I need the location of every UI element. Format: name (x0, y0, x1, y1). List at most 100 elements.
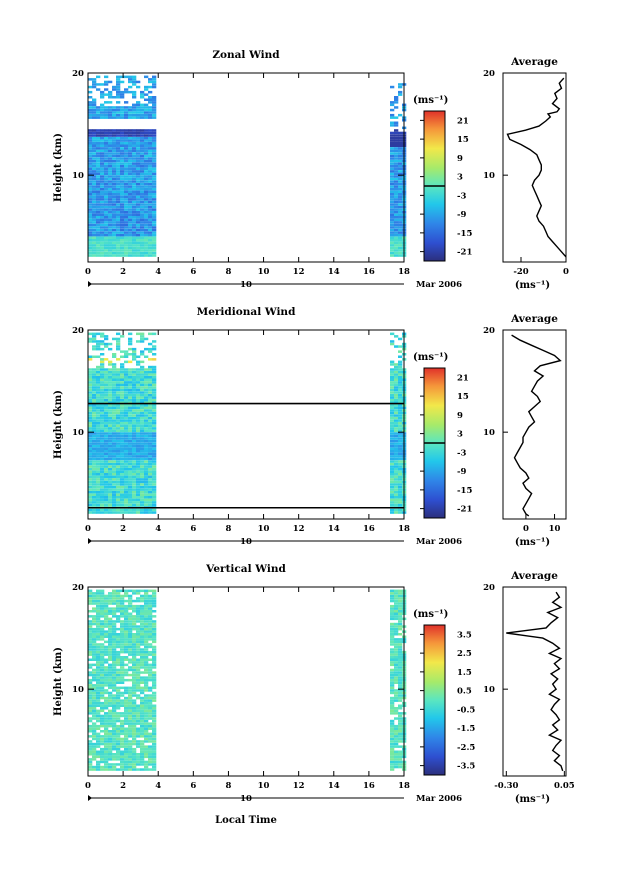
heatmap-cell (394, 216, 399, 219)
heatmap-cell (140, 429, 145, 433)
heatmap-cell (136, 162, 141, 165)
heatmap-cell (88, 251, 93, 255)
heatmap-cell (104, 442, 109, 445)
heatmap-cell (116, 742, 121, 746)
heatmap-cell (88, 149, 93, 153)
heatmap-cell (140, 465, 145, 468)
heatmap-cell (116, 233, 121, 237)
heatmap-cell (136, 663, 141, 667)
heatmap-cell (128, 450, 133, 453)
heatmap-cell (128, 638, 133, 641)
heatmap-cell (128, 228, 133, 232)
heatmap-cell (100, 437, 105, 440)
heatmap-cell (132, 205, 137, 209)
heatmap-cell (116, 432, 121, 435)
heatmap-cell (108, 80, 113, 84)
average-frame (502, 329, 567, 520)
heatmap-cell (136, 498, 141, 502)
heatmap-cell (140, 758, 145, 761)
heatmap-cell (398, 416, 403, 420)
heatmap-cell (390, 707, 395, 710)
heatmap-cell (152, 373, 157, 376)
heatmap-cell (128, 142, 133, 145)
heatmap-cell (140, 386, 145, 389)
heatmap-cell (112, 378, 117, 381)
heatmap-cell (144, 717, 149, 720)
heatmap-cell (148, 205, 153, 209)
heatmap-cell (100, 205, 105, 209)
heatmap-cell (96, 666, 101, 669)
heatmap-cell (140, 208, 145, 211)
heatmap-cell (116, 589, 121, 593)
heatmap-cell (96, 488, 101, 491)
heatmap-cell (92, 113, 97, 117)
heatmap-cell (140, 493, 145, 496)
heatmap-cell (124, 467, 129, 471)
heatmap-cell (390, 147, 395, 150)
heatmap-cell (88, 650, 93, 654)
heatmap-cell (148, 643, 153, 646)
heatmap-cell (116, 251, 121, 255)
heatmap-cell (100, 737, 105, 741)
heatmap-cell (108, 462, 113, 466)
heatmap-cell (100, 684, 105, 687)
heatmap-cell (120, 162, 125, 165)
heatmap-cell (100, 714, 105, 718)
heatmap-cell (104, 185, 109, 188)
heatmap-cell (148, 396, 153, 399)
heatmap-cell (132, 768, 137, 771)
heatmap-cell (108, 210, 113, 214)
heatmap-cell (92, 737, 97, 741)
heatmap-cell (92, 732, 97, 736)
heatmap-cell (104, 368, 109, 371)
heatmap-cell (132, 681, 137, 684)
colorbar-tick-label: -0.5 (457, 705, 475, 715)
heatmap-cell (100, 661, 105, 664)
heatmap-cell (120, 254, 125, 257)
heatmap-cell (152, 732, 157, 736)
heatmap-cell (148, 350, 153, 353)
heatmap-cell (390, 116, 395, 119)
heatmap-cell (116, 411, 121, 415)
heatmap-cell (144, 185, 149, 188)
heatmap-cell (128, 712, 133, 715)
heatmap-cell (136, 190, 141, 193)
heatmap-cell (100, 475, 105, 479)
heatmap-cell (136, 673, 141, 677)
heatmap-cell (394, 187, 399, 191)
x-tick-label: 18 (398, 781, 410, 791)
heatmap-cell (104, 599, 109, 603)
heatmap-cell (398, 239, 403, 242)
heatmap-cell (124, 620, 129, 623)
heatmap-cell (144, 424, 149, 427)
heatmap-cell (140, 701, 145, 705)
heatmap-cell (128, 131, 133, 135)
heatmap-cell (116, 373, 121, 376)
heatmap-cell (120, 391, 125, 394)
heatmap-cell (390, 177, 395, 181)
heatmap-cell (148, 650, 153, 654)
heatmap-cell (116, 203, 121, 206)
heatmap-cell (112, 167, 117, 170)
heatmap-cell (148, 218, 153, 222)
heatmap-cell (116, 724, 121, 728)
heatmap-cell (128, 508, 133, 512)
heatmap-cell (100, 218, 105, 222)
heatmap-cell (144, 470, 149, 473)
heatmap-cell (124, 401, 129, 404)
heatmap-cell (390, 381, 395, 384)
heatmap-cell (100, 340, 105, 343)
heatmap-cell (132, 511, 137, 514)
heatmap-cell (148, 358, 153, 361)
heatmap-cell (96, 345, 101, 348)
heatmap-cell (132, 625, 137, 628)
heatmap-cell (152, 615, 157, 618)
heatmap-cell (120, 203, 125, 206)
heatmap-cell (108, 108, 113, 112)
x-tick-label: 16 (363, 524, 375, 534)
heatmap-cell (394, 427, 399, 430)
heatmap-cell (108, 704, 113, 707)
heatmap-cell (394, 699, 399, 702)
heatmap-cell (100, 462, 105, 466)
heatmap-cell (108, 233, 113, 237)
